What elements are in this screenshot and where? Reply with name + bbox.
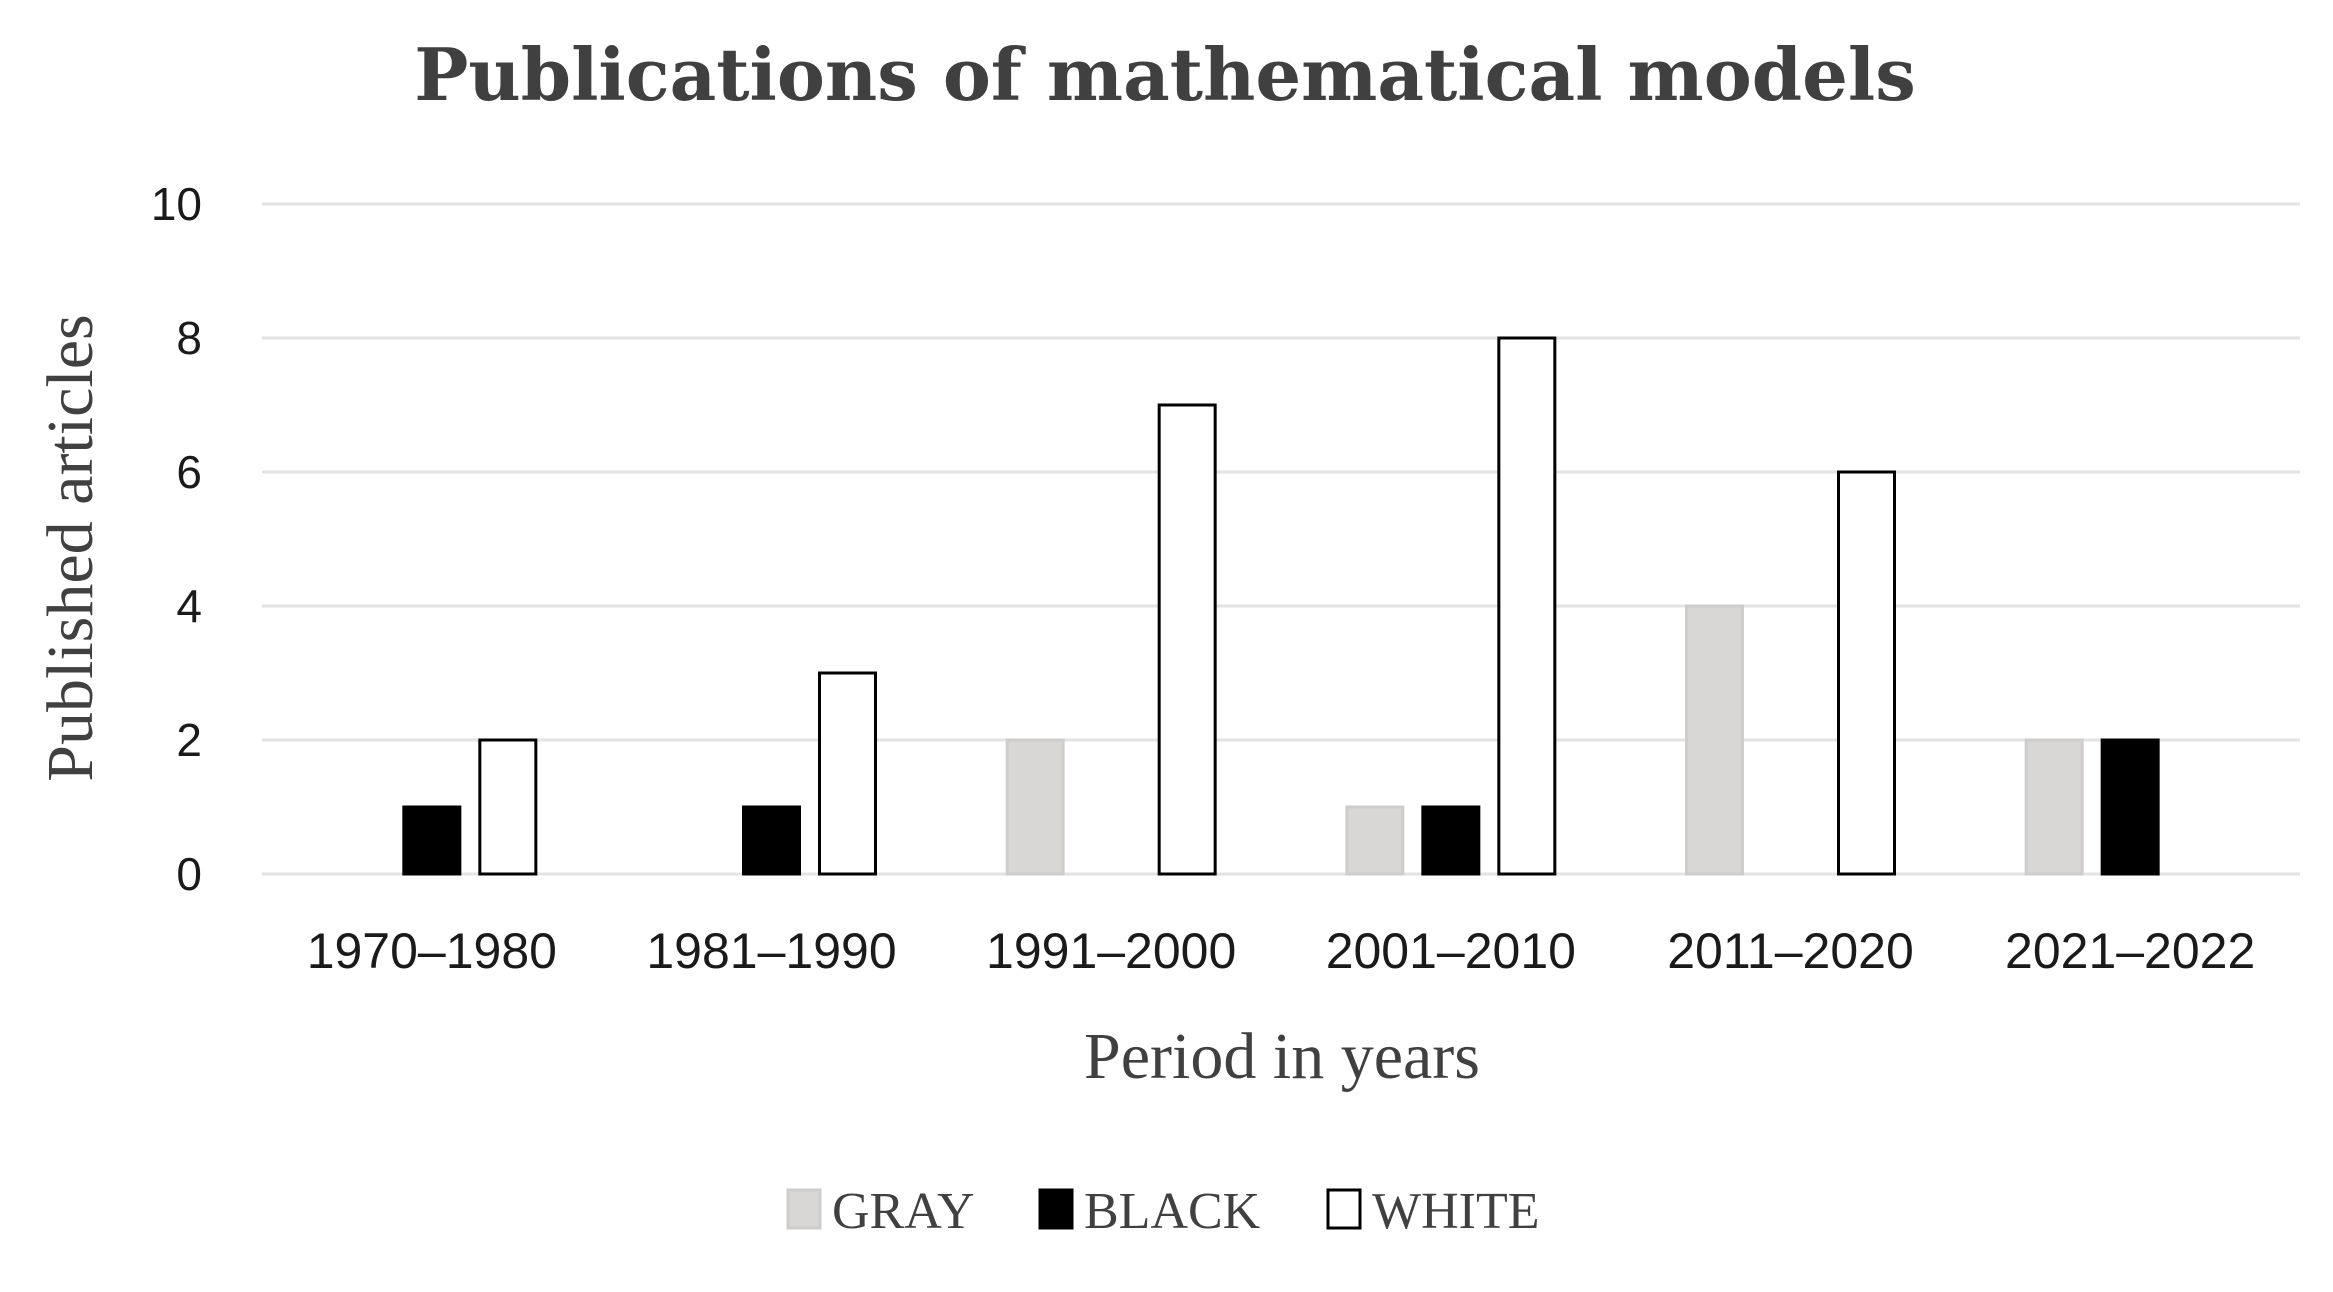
bar-white-2 [1157,403,1217,876]
bar-gray-2 [1005,738,1065,876]
y-tick-label: 6 [176,446,202,498]
legend-swatch-gray [786,1188,822,1230]
y-axis-title: Published articles [34,314,107,781]
y-tick-label: 2 [176,714,202,766]
y-axis-ticks: 0 2 4 6 8 10 [151,178,202,900]
gridlines [262,202,2300,876]
y-tick-label: 0 [176,848,202,900]
legend-label-gray: GRAY [832,1183,975,1240]
bar-white-4 [1837,470,1896,876]
bar-white-3 [1497,336,1557,876]
bar-gray-5 [2024,738,2084,876]
bar-white-0 [478,738,538,876]
bar-black-0 [402,805,462,876]
x-tick-label: 1991–2000 [986,923,1236,979]
bar-gray-4 [1685,604,1744,876]
x-axis-ticks: 1970–1980 1981–1990 1991–2000 2001–2010 2011… [307,923,2256,979]
legend-swatch-black [1038,1188,1074,1230]
bar-black-3 [1421,805,1481,876]
x-tick-label: 2011–2020 [1667,923,1914,979]
y-tick-label: 8 [176,312,202,364]
bar-white-1 [818,671,877,876]
x-tick-label: 1970–1980 [307,923,557,979]
bar-black-1 [742,805,801,876]
x-tick-label: 2001–2010 [1326,923,1576,979]
y-tick-label: 10 [151,178,202,230]
bars [402,336,2160,876]
x-tick-label: 2021–2022 [2005,923,2255,979]
legend-label-black: BLACK [1084,1183,1261,1240]
chart-title: Publications of mathematical models [414,32,1916,117]
legend-swatch-white [1326,1188,1362,1230]
x-axis-title: Period in years [1084,1020,1480,1093]
y-tick-label: 4 [176,580,202,632]
x-tick-label: 1981–1990 [646,923,896,979]
bar-black-5 [2100,738,2160,876]
legend: GRAY BLACK WHITE [786,1183,1539,1240]
legend-label-white: WHITE [1372,1183,1539,1240]
bar-gray-3 [1345,805,1405,876]
